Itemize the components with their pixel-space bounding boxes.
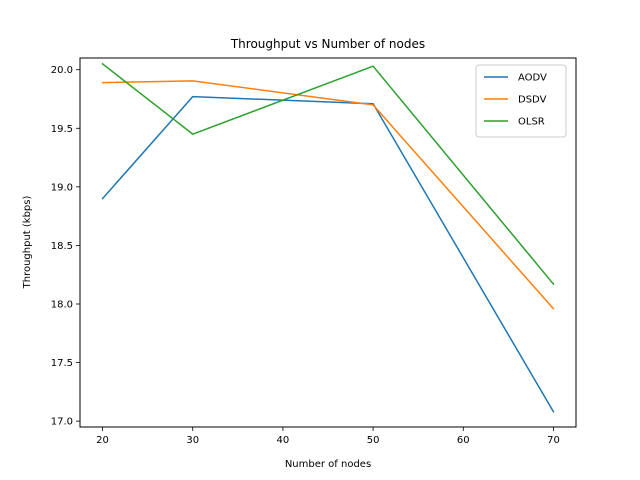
x-tick-label: 60 xyxy=(457,435,470,446)
legend-box xyxy=(475,64,567,138)
x-axis-label: Number of nodes xyxy=(285,459,371,470)
y-axis-label: Throughput (kbps) xyxy=(22,196,33,290)
legend-label-aodv: AODV xyxy=(518,73,547,84)
legend: AODV DSDV OLSR xyxy=(475,64,567,138)
y-tick-label: 19.5 xyxy=(51,124,73,135)
x-axis: 20 30 40 50 60 70 xyxy=(96,427,560,446)
x-tick-label: 20 xyxy=(96,435,109,446)
legend-label-olsr: OLSR xyxy=(518,117,545,128)
series-layer xyxy=(101,62,555,413)
y-tick-label: 17.0 xyxy=(51,417,73,428)
series-line-dsdv xyxy=(101,80,555,310)
x-tick-label: 30 xyxy=(186,435,199,446)
plot-frame xyxy=(79,57,577,428)
y-tick-label: 17.5 xyxy=(51,358,73,369)
y-axis: 17.0 17.5 18.0 18.5 19.0 19.5 20.0 xyxy=(51,65,80,428)
x-tick-label: 70 xyxy=(547,435,560,446)
y-tick-label: 18.0 xyxy=(51,300,73,311)
y-tick-label: 19.0 xyxy=(51,182,73,193)
x-tick-label: 50 xyxy=(367,435,380,446)
legend-label-dsdv: DSDV xyxy=(518,95,547,106)
x-tick-label: 40 xyxy=(277,435,290,446)
chart-title: Throughput vs Number of nodes xyxy=(230,37,425,51)
y-tick-label: 20.0 xyxy=(51,65,73,76)
series-line-olsr xyxy=(101,62,555,286)
y-tick-label: 18.5 xyxy=(51,241,73,252)
